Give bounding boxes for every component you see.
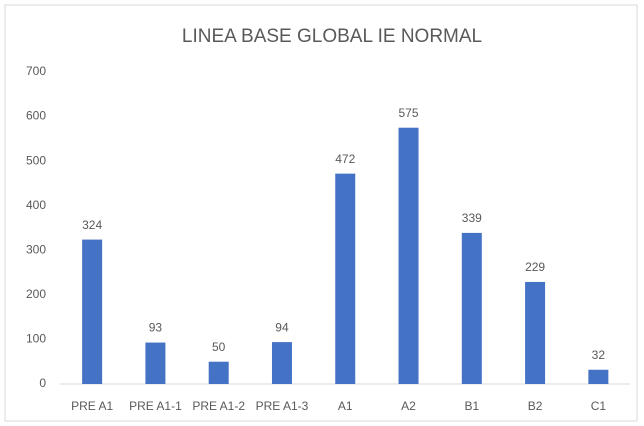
data-label: 94: [275, 320, 289, 334]
y-tick-label: 500: [26, 153, 46, 167]
bar: [335, 173, 356, 384]
x-tick-label: PRE A1-1: [129, 399, 182, 413]
y-tick-label: 300: [26, 242, 46, 256]
y-tick-label: 400: [26, 198, 46, 212]
data-label: 93: [149, 321, 163, 335]
data-label: 575: [399, 106, 419, 120]
x-tick-label: C1: [591, 399, 607, 413]
bar: [82, 239, 103, 384]
bar: [398, 127, 419, 384]
chart-title: LINEA BASE GLOBAL IE NORMAL: [182, 26, 482, 47]
bar: [145, 342, 166, 384]
x-tick-label: A2: [401, 399, 416, 413]
y-tick-label: 100: [26, 332, 46, 346]
data-label: 472: [335, 152, 355, 166]
y-tick-label: 700: [26, 64, 46, 78]
data-label: 339: [462, 211, 482, 225]
bar: [525, 281, 546, 384]
y-tick-label: 0: [39, 376, 46, 390]
y-tick-label: 600: [26, 109, 46, 123]
data-label: 229: [525, 260, 545, 274]
x-tick-label: B1: [464, 399, 479, 413]
x-tick-label: A1: [338, 399, 353, 413]
x-tick-label: PRE A1: [71, 399, 113, 413]
bar: [208, 361, 229, 384]
x-tick-label: PRE A1-2: [192, 399, 245, 413]
bar: [461, 232, 482, 384]
y-tick-label: 200: [26, 287, 46, 301]
bar: [271, 342, 292, 384]
data-label: 32: [592, 348, 606, 362]
x-tick-label: PRE A1-3: [256, 399, 309, 413]
bar: [588, 369, 609, 384]
data-label: 50: [212, 340, 226, 354]
x-tick-label: B2: [528, 399, 543, 413]
data-label: 324: [82, 218, 102, 232]
